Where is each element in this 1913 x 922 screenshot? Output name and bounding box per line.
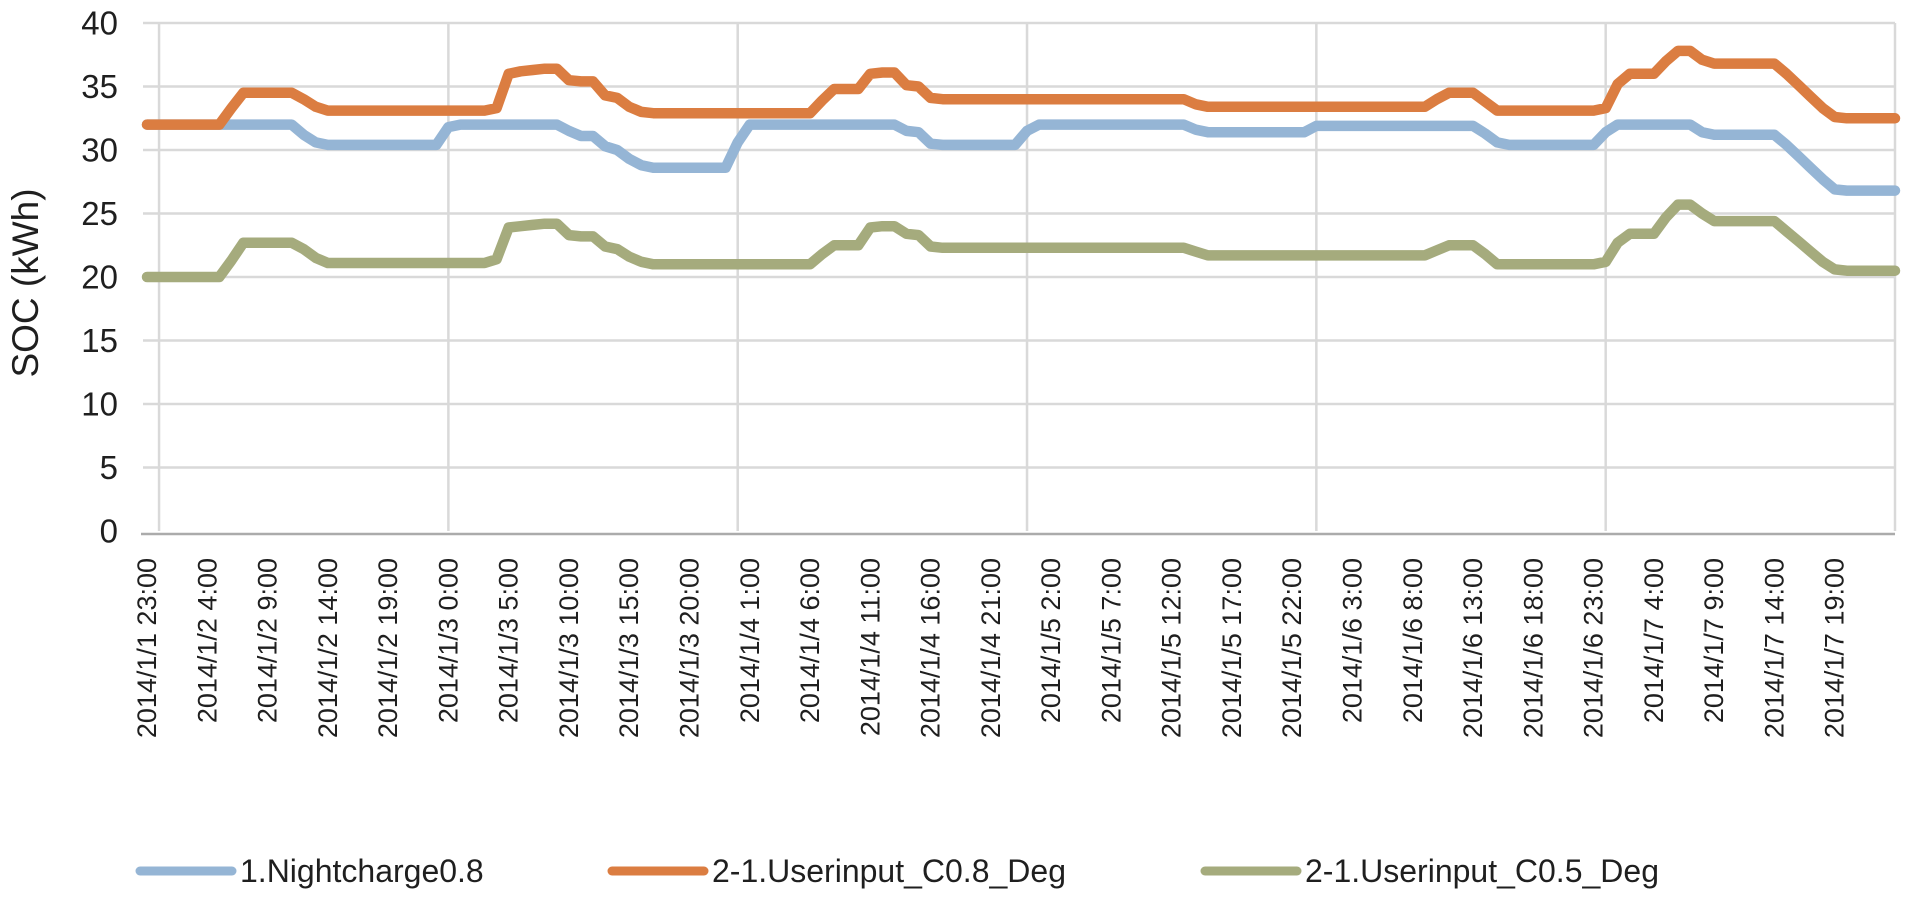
- x-tick-label: 2014/1/5 12:00: [1157, 558, 1187, 738]
- y-tick-label: 20: [81, 259, 118, 296]
- x-tick-label: 2014/1/4 6:00: [795, 558, 825, 723]
- x-tick-label: 2014/1/6 8:00: [1398, 558, 1428, 723]
- x-tick-label: 2014/1/7 19:00: [1820, 558, 1850, 738]
- x-tick-label: 2014/1/6 23:00: [1579, 558, 1609, 738]
- series-line-2-1.Userinput_C0.5_Deg: [141, 199, 1901, 283]
- x-tick-label: 2014/1/2 14:00: [313, 558, 343, 738]
- x-tick-label: 2014/1/2 19:00: [373, 558, 403, 738]
- series-lines: [141, 45, 1901, 283]
- x-tick-label: 2014/1/5 17:00: [1217, 558, 1247, 738]
- legend-label: 2-1.Userinput_C0.8_Deg: [712, 853, 1066, 889]
- y-axis-tick-labels: 0 5 10 15 20 25 30 35 40: [81, 5, 118, 550]
- y-tick-label: 40: [81, 5, 118, 42]
- x-tick-label: 2014/1/7 9:00: [1699, 558, 1729, 723]
- y-tick-label: 35: [81, 68, 118, 105]
- x-tick-label: 2014/1/6 18:00: [1518, 558, 1548, 738]
- x-tick-label: 2014/1/5 7:00: [1096, 558, 1126, 723]
- legend-label: 1.Nightcharge0.8: [240, 853, 484, 889]
- x-tick-label: 2014/1/4 1:00: [735, 558, 765, 723]
- x-tick-label: 2014/1/1 23:00: [132, 558, 162, 738]
- x-tick-label: 2014/1/3 0:00: [433, 558, 463, 723]
- legend-item: 1.Nightcharge0.8: [135, 853, 484, 889]
- x-tick-label: 2014/1/5 22:00: [1277, 558, 1307, 738]
- y-tick-label: 25: [81, 195, 118, 232]
- y-tick-label: 30: [81, 132, 118, 169]
- x-tick-label: 2014/1/4 21:00: [976, 558, 1006, 738]
- legend-item: 2-1.Userinput_C0.8_Deg: [607, 853, 1066, 889]
- x-tick-label: 2014/1/3 5:00: [494, 558, 524, 723]
- legend-item: 2-1.Userinput_C0.5_Deg: [1200, 853, 1659, 889]
- x-tick-label: 2014/1/4 11:00: [855, 558, 885, 736]
- x-tick-label: 2014/1/2 4:00: [192, 558, 222, 723]
- legend: 1.Nightcharge0.8 2-1.Userinput_C0.8_Deg 2-…: [135, 853, 1659, 889]
- x-tick-label: 2014/1/5 2:00: [1036, 558, 1066, 723]
- x-tick-label: 2014/1/2 9:00: [253, 558, 283, 723]
- series-line-2-1.Userinput_C0.8_Deg: [141, 45, 1901, 130]
- x-tick-label: 2014/1/6 13:00: [1458, 558, 1488, 738]
- y-tick-label: 15: [81, 322, 118, 359]
- x-tick-label: 2014/1/3 10:00: [554, 558, 584, 738]
- x-tick-label: 2014/1/7 14:00: [1759, 558, 1789, 738]
- series-line-1.Nightcharge0.8: [141, 119, 1901, 196]
- x-tick-label: 2014/1/3 15:00: [614, 558, 644, 738]
- y-tick-label: 5: [100, 449, 118, 486]
- x-tick-label: 2014/1/4 16:00: [916, 558, 946, 738]
- y-tick-label: 10: [81, 386, 118, 423]
- y-axis-title: SOC (kWh): [5, 188, 46, 377]
- y-tick-label: 0: [100, 513, 118, 550]
- x-axis-tick-labels: 2014/1/1 23:00 2014/1/2 4:00 2014/1/2 9:00…: [132, 558, 1850, 738]
- legend-label: 2-1.Userinput_C0.5_Deg: [1305, 853, 1659, 889]
- x-tick-label: 2014/1/7 4:00: [1639, 558, 1669, 723]
- x-tick-label: 2014/1/3 20:00: [674, 558, 704, 738]
- x-tick-label: 2014/1/6 3:00: [1338, 558, 1368, 723]
